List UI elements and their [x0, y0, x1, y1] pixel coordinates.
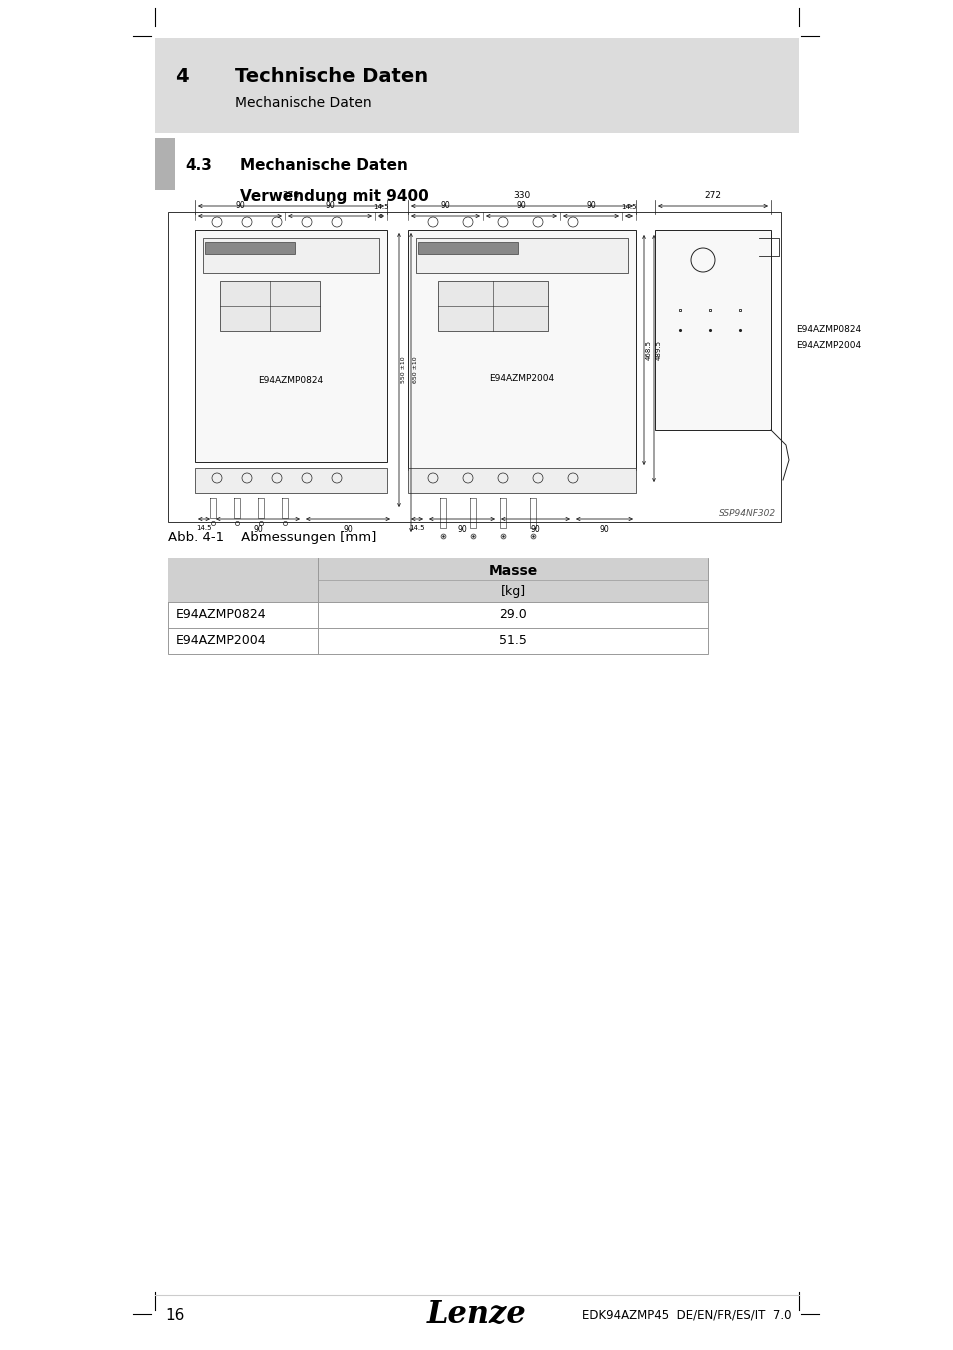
Text: E94AZMP0824: E94AZMP0824 [795, 325, 861, 335]
Text: Verwendung mit 9400: Verwendung mit 9400 [240, 189, 428, 204]
Bar [194, 230, 387, 462]
Text: 90: 90 [343, 525, 353, 535]
Text: 90: 90 [253, 525, 263, 535]
Text: Mechanische Daten: Mechanische Daten [240, 158, 408, 174]
Text: 90: 90 [440, 201, 450, 211]
Text: 270: 270 [282, 190, 299, 200]
Text: Mechanische Daten: Mechanische Daten [234, 96, 372, 109]
Text: Lenze: Lenze [427, 1300, 526, 1331]
Text: 489.5: 489.5 [656, 340, 661, 360]
Text: 14.5: 14.5 [409, 525, 424, 531]
Text: 14.5: 14.5 [196, 525, 212, 531]
Text: Abb. 4-1    Abmessungen [mm]: Abb. 4-1 Abmessungen [mm] [168, 532, 376, 544]
Text: 90: 90 [325, 201, 335, 211]
Bar [168, 558, 707, 653]
Bar [417, 242, 517, 254]
Bar [205, 242, 294, 254]
Text: 90: 90 [585, 201, 596, 211]
Bar [408, 230, 636, 470]
Bar [154, 138, 174, 190]
Bar [154, 38, 799, 134]
Text: E94AZMP2004: E94AZMP2004 [175, 634, 266, 648]
Bar [194, 468, 387, 493]
Text: SSP94NF302: SSP94NF302 [719, 509, 775, 518]
Bar [437, 281, 547, 331]
Text: E94AZMP0824: E94AZMP0824 [258, 377, 323, 385]
Text: E94AZMP2004: E94AZMP2004 [795, 340, 861, 350]
Text: 90: 90 [530, 525, 539, 535]
Text: 272: 272 [703, 190, 720, 200]
Text: [kg]: [kg] [500, 585, 525, 598]
Text: 90: 90 [456, 525, 466, 535]
Text: 29.0: 29.0 [498, 609, 526, 621]
Text: 650 ±10: 650 ±10 [413, 356, 417, 383]
Text: 90: 90 [599, 525, 609, 535]
Bar [416, 238, 627, 273]
Text: 51.5: 51.5 [498, 634, 526, 648]
Bar [168, 212, 781, 522]
Text: 90: 90 [517, 201, 526, 211]
Bar [203, 238, 378, 273]
Text: 4: 4 [174, 66, 189, 85]
Text: EDK94AZMP45  DE/EN/FR/ES/IT  7.0: EDK94AZMP45 DE/EN/FR/ES/IT 7.0 [582, 1308, 791, 1322]
Text: 90: 90 [234, 201, 245, 211]
Text: 14.5: 14.5 [373, 204, 388, 211]
Text: 14.5: 14.5 [620, 204, 636, 211]
Bar [220, 281, 319, 331]
Text: Masse: Masse [488, 564, 537, 578]
Bar [408, 468, 636, 493]
Bar [168, 558, 707, 602]
Text: 468.5: 468.5 [645, 340, 651, 360]
Bar [655, 230, 770, 431]
Text: 330: 330 [513, 190, 530, 200]
Text: 16: 16 [165, 1308, 184, 1323]
Text: 550 ±10: 550 ±10 [400, 356, 406, 383]
Text: E94AZMP0824: E94AZMP0824 [175, 609, 266, 621]
Text: Technische Daten: Technische Daten [234, 66, 428, 85]
Text: E94AZMP2004: E94AZMP2004 [489, 374, 554, 383]
Text: 4.3: 4.3 [185, 158, 212, 174]
